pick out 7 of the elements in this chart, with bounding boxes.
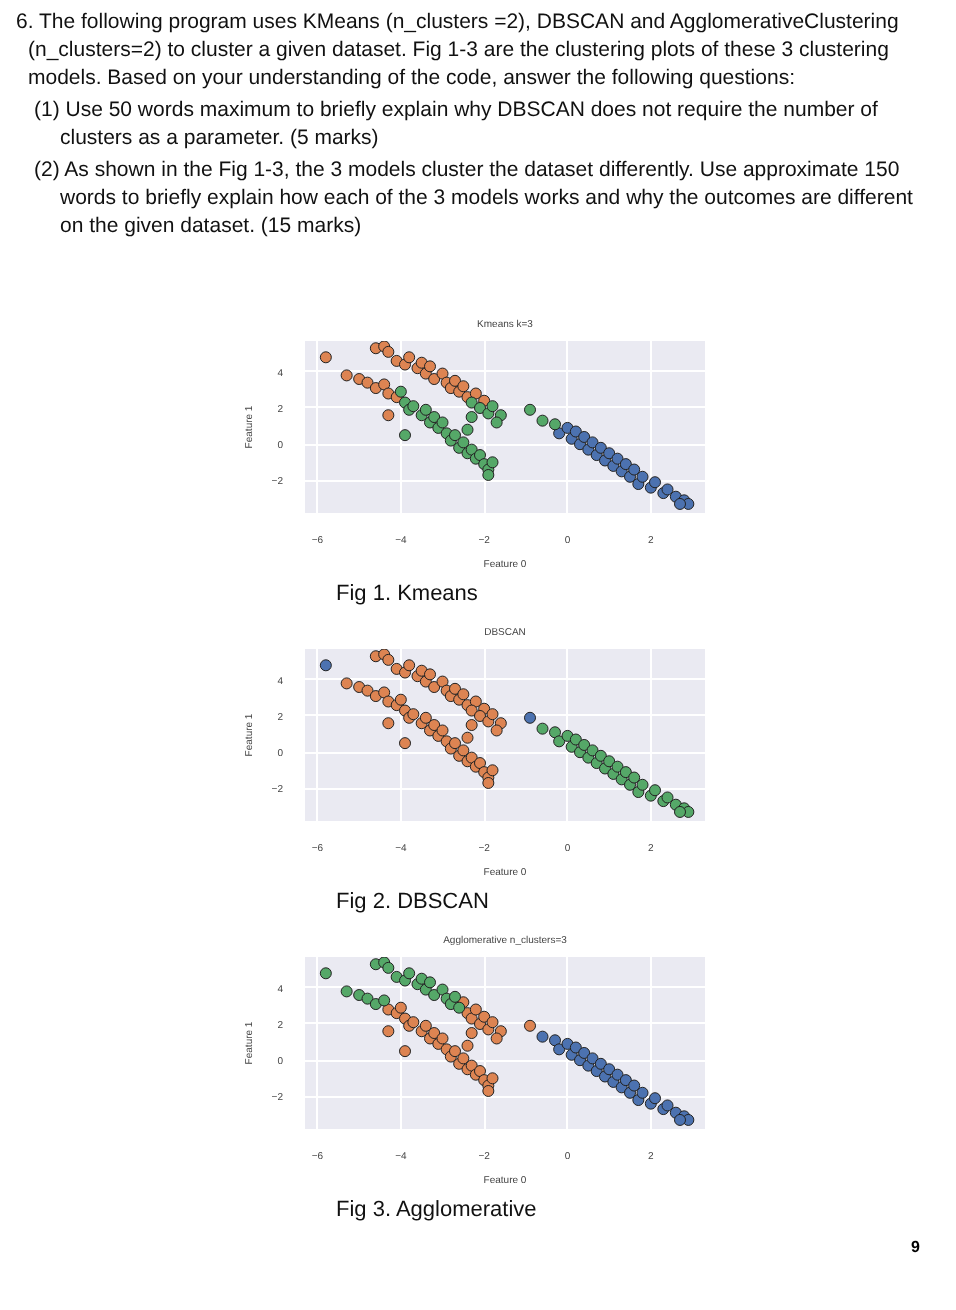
caption: Fig 3. Agglomerative bbox=[336, 1196, 537, 1226]
caption: Fig 1. Kmeans bbox=[336, 580, 478, 610]
text: 6. The following program uses KMeans (n_clusters =2), DBSCAN and AgglomerativeClustering (n_clusters=2) to cluster a given dataset. Fig 1-3 are the clustering plots of these 3 clustering models. Based on your understanding of the code, answer the following questions: bbox=[16, 8, 901, 92]
caption: Fig 2. DBSCAN bbox=[336, 888, 489, 918]
text: (1) Use 50 words maximum to briefly explain why DBSCAN does not require the number of clusters as a parameter. (5 marks) bbox=[34, 96, 880, 152]
text: (2) As shown in the Fig 1-3, the 3 models cluster the dataset differently. Use approximate 150 words to briefly explain how each of the 3 models works and why the outcomes are different on the given dataset. (15 marks) bbox=[34, 156, 915, 240]
text: 9 bbox=[909, 1236, 920, 1259]
